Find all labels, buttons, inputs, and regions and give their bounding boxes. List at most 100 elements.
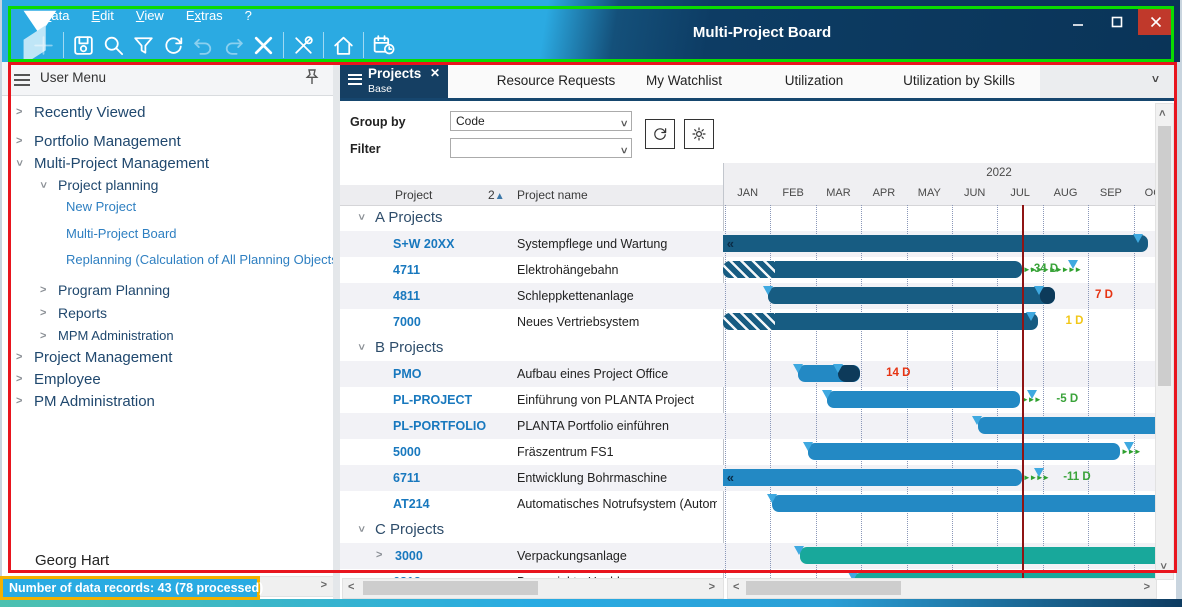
tab-utilization[interactable]: Utilization: [784, 72, 844, 88]
filter-icon[interactable]: [130, 32, 157, 59]
scrollbar-thumb[interactable]: [363, 581, 538, 595]
gantt-bar[interactable]: [722, 313, 1039, 330]
project-link[interactable]: PL-PORTFOLIO: [393, 419, 487, 433]
project-link[interactable]: 3000: [395, 549, 423, 563]
gantt-bar[interactable]: [853, 573, 1155, 578]
sidebar-item-new-project[interactable]: New Project: [2, 199, 322, 219]
scroll-right-icon[interactable]: >: [320, 579, 327, 591]
settings-gear-button[interactable]: [684, 119, 714, 149]
home-icon[interactable]: [330, 32, 357, 59]
tools-icon[interactable]: [290, 32, 317, 59]
chevron-right-icon[interactable]: >: [16, 135, 23, 147]
gantt-hscrollbar[interactable]: < >: [727, 578, 1157, 599]
project-link[interactable]: 4711: [393, 263, 421, 277]
project-link[interactable]: AT214: [393, 497, 430, 511]
gantt-bar[interactable]: [808, 443, 1120, 460]
gantt-bar[interactable]: [722, 469, 1022, 486]
menu-extras[interactable]: Extras: [185, 8, 223, 23]
table-hscrollbar[interactable]: < >: [342, 578, 724, 599]
gantt-bar[interactable]: [722, 235, 1149, 252]
chevron-down-icon[interactable]: >: [355, 343, 368, 351]
sidebar-item-portfolio-management[interactable]: > Portfolio Management: [2, 133, 322, 153]
scroll-left-icon[interactable]: <: [348, 581, 355, 593]
calendar-clock-icon[interactable]: [370, 32, 397, 59]
chevron-right-icon[interactable]: >: [16, 351, 23, 363]
gantt-bar[interactable]: [768, 287, 1056, 304]
project-link[interactable]: 5000: [393, 445, 421, 459]
scroll-right-icon[interactable]: >: [1143, 581, 1150, 593]
menu-data[interactable]: Data: [42, 8, 70, 23]
menu-view[interactable]: View: [135, 8, 164, 23]
tab-resource-requests[interactable]: Resource Requests: [496, 72, 616, 88]
close-x-icon[interactable]: [250, 32, 277, 59]
refresh-icon[interactable]: [160, 32, 187, 59]
maximize-button[interactable]: [1099, 8, 1135, 35]
filter-dropdown[interactable]: >: [450, 138, 632, 158]
project-link[interactable]: 6812: [393, 575, 421, 578]
undo-icon[interactable]: [190, 32, 217, 59]
search-icon[interactable]: [100, 32, 127, 59]
scroll-down-icon[interactable]: >: [1157, 562, 1170, 570]
sidebar-item-recently-viewed[interactable]: > Recently Viewed: [2, 104, 322, 124]
sidebar-item-employee[interactable]: > Employee: [2, 371, 322, 391]
project-link[interactable]: 4811: [393, 289, 421, 303]
sidebar-item-project-management[interactable]: > Project Management: [2, 349, 322, 369]
sidebar-item-multi-project-board[interactable]: Multi-Project Board: [2, 226, 322, 246]
sidebar-item-program-planning[interactable]: > Program Planning: [2, 282, 322, 302]
menu-?[interactable]: ?: [244, 8, 252, 23]
project-link[interactable]: PL-PROJECT: [393, 393, 473, 407]
gantt-bar[interactable]: [827, 391, 1021, 408]
scrollbar-thumb[interactable]: [1158, 126, 1171, 386]
scroll-right-icon[interactable]: >: [708, 581, 715, 593]
chevron-right-icon[interactable]: >: [40, 330, 47, 342]
scroll-left-icon[interactable]: <: [733, 581, 740, 593]
add-icon[interactable]: [30, 32, 57, 59]
tab-utilization-by-skills[interactable]: Utilization by Skills: [903, 72, 1015, 88]
gantt-bar[interactable]: [977, 417, 1155, 434]
gantt-bar[interactable]: [799, 547, 1155, 564]
sort-indicator[interactable]: 2▲: [488, 188, 505, 202]
chevron-down-icon[interactable]: >: [355, 525, 368, 533]
project-link[interactable]: S+W 20XX: [393, 237, 455, 251]
scrollbar-thumb[interactable]: [746, 581, 901, 595]
chevron-down-icon[interactable]: >: [13, 159, 26, 167]
pin-icon[interactable]: [303, 68, 321, 88]
scroll-up-icon[interactable]: >: [1157, 109, 1170, 117]
hamburger-icon[interactable]: [14, 71, 30, 89]
gantt-bar[interactable]: [722, 261, 1022, 278]
chevron-down-icon[interactable]: >: [1148, 75, 1163, 83]
tab-close-icon[interactable]: ✕: [429, 66, 440, 80]
tab-projects[interactable]: Projects ✕ Base: [340, 62, 448, 98]
gantt-bar[interactable]: [772, 495, 1155, 512]
sidebar-item-mpm-administration[interactable]: > MPM Administration: [2, 328, 322, 348]
sidebar-item-replanning-calculation-of-all-[interactable]: Replanning (Calculation of All Planning …: [2, 252, 342, 272]
chevron-right-icon[interactable]: >: [16, 395, 23, 407]
gantt-vscrollbar[interactable]: > >: [1155, 103, 1174, 580]
minimize-button[interactable]: [1060, 8, 1096, 35]
chevron-down-icon[interactable]: >: [37, 181, 50, 189]
project-link[interactable]: 6711: [393, 471, 421, 485]
chevron-right-icon[interactable]: >: [16, 106, 23, 118]
sidebar-item-project-planning[interactable]: > Project planning: [2, 177, 322, 197]
chevron-right-icon[interactable]: >: [40, 307, 47, 319]
toolbar-divider: [363, 32, 364, 58]
sidebar-item-multi-project-management[interactable]: > Multi-Project Management: [2, 155, 322, 175]
save-icon[interactable]: [70, 32, 97, 59]
menu-edit[interactable]: Edit: [91, 8, 114, 23]
group-by-dropdown[interactable]: Code >: [450, 111, 632, 131]
column-project-name[interactable]: Project name: [517, 188, 588, 202]
refresh-layout-button[interactable]: [645, 119, 675, 149]
tab-menu-icon[interactable]: [348, 71, 362, 87]
chevron-right-icon[interactable]: >: [16, 373, 23, 385]
redo-icon[interactable]: [220, 32, 247, 59]
column-project[interactable]: Project: [395, 188, 433, 202]
close-button[interactable]: [1138, 8, 1174, 35]
project-link[interactable]: PMO: [393, 367, 422, 381]
tab-my-watchlist[interactable]: My Watchlist: [645, 72, 722, 88]
chevron-down-icon[interactable]: >: [355, 213, 368, 221]
chevron-right-icon[interactable]: >: [40, 284, 47, 296]
sidebar-item-reports[interactable]: > Reports: [2, 305, 322, 325]
project-link[interactable]: 7000: [393, 315, 421, 329]
sidebar-item-pm-administration[interactable]: > PM Administration: [2, 393, 322, 413]
chevron-right-icon[interactable]: >: [376, 549, 383, 561]
